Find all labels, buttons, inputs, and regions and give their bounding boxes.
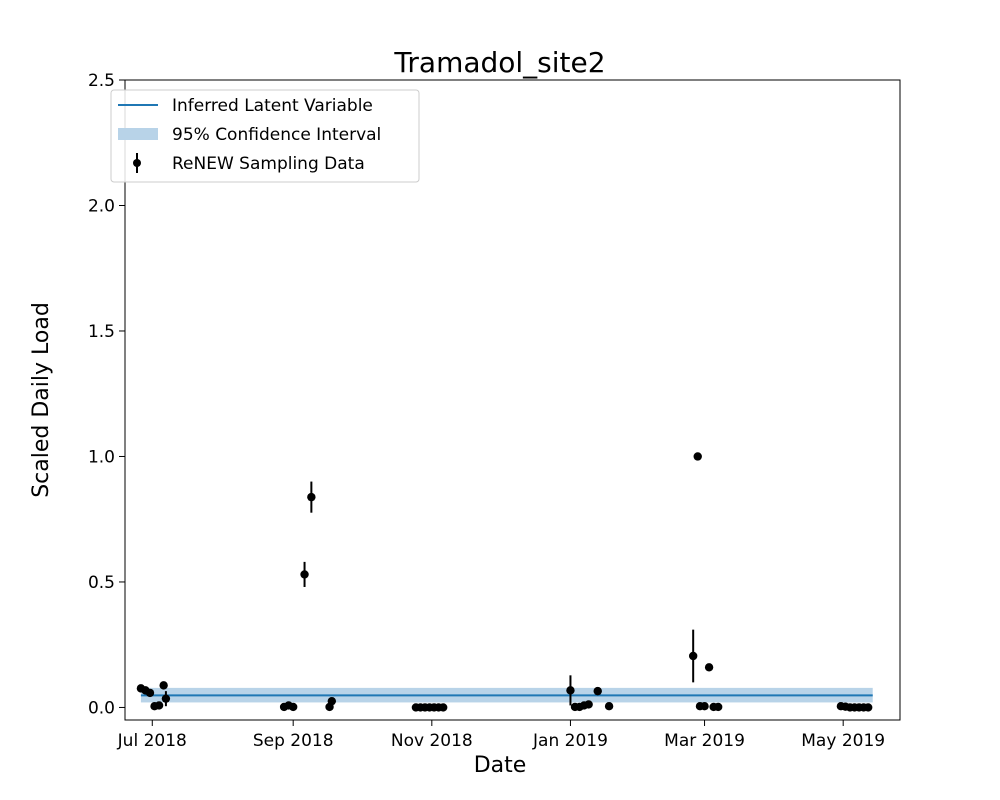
legend-band-swatch bbox=[118, 128, 158, 140]
y-tick-label: 2.5 bbox=[88, 71, 115, 91]
data-point bbox=[307, 493, 315, 501]
legend: Inferred Latent Variable 95% Confidence … bbox=[111, 90, 419, 182]
data-point bbox=[439, 703, 447, 711]
data-point bbox=[864, 703, 872, 711]
data-point bbox=[605, 702, 613, 710]
data-point bbox=[300, 570, 308, 578]
x-axis: Jul 2018 Sep 2018 Nov 2018 Jan 2019 Mar 2019… bbox=[117, 720, 885, 751]
data-point bbox=[584, 700, 592, 708]
data-point bbox=[694, 452, 702, 460]
data-point bbox=[146, 689, 154, 697]
legend-label-data: ReNEW Sampling Data bbox=[172, 154, 365, 174]
y-tick-label: 0.5 bbox=[88, 573, 115, 593]
x-tick-label: Mar 2019 bbox=[664, 731, 745, 751]
x-tick-label: Jul 2018 bbox=[117, 731, 187, 751]
x-tick-label: Sep 2018 bbox=[253, 731, 334, 751]
x-tick-label: May 2019 bbox=[801, 731, 885, 751]
legend-point-swatch bbox=[133, 159, 141, 167]
data-point bbox=[328, 697, 336, 705]
data-point bbox=[159, 681, 167, 689]
plot-area bbox=[137, 452, 873, 711]
data-point bbox=[714, 703, 722, 711]
data-point bbox=[689, 652, 697, 660]
chart-title: Tramadol_site2 bbox=[393, 46, 605, 79]
x-tick-label: Nov 2018 bbox=[391, 731, 473, 751]
y-tick-label: 1.5 bbox=[88, 322, 115, 342]
data-point bbox=[594, 687, 602, 695]
data-point bbox=[289, 703, 297, 711]
legend-label-ci: 95% Confidence Interval bbox=[172, 125, 381, 145]
legend-label-latent: Inferred Latent Variable bbox=[172, 96, 373, 116]
data-point bbox=[566, 686, 574, 694]
data-point bbox=[162, 694, 170, 702]
y-axis-label: Scaled Daily Load bbox=[29, 302, 54, 498]
data-point bbox=[155, 701, 163, 709]
y-tick-label: 2.0 bbox=[88, 196, 115, 216]
x-tick-label: Jan 2019 bbox=[532, 731, 608, 751]
data-point bbox=[705, 663, 713, 671]
y-tick-label: 1.0 bbox=[88, 447, 115, 467]
y-tick-label: 0.0 bbox=[88, 698, 115, 718]
x-axis-label: Date bbox=[474, 753, 527, 778]
data-point bbox=[700, 702, 708, 710]
